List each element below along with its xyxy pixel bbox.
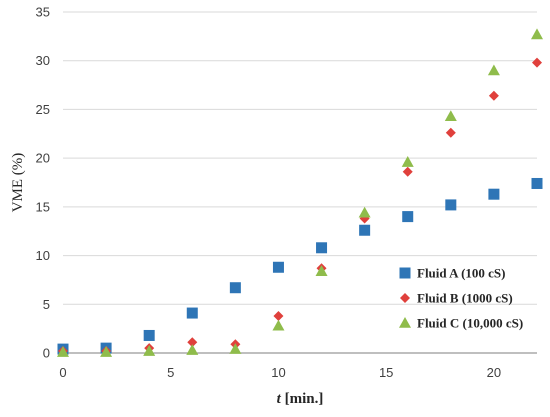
legend-item: Fluid B (1000 cS): [400, 291, 513, 306]
y-tick-label: 30: [36, 53, 50, 68]
series-c: [57, 28, 543, 357]
data-point-square: [316, 242, 328, 254]
y-tick-label: 25: [36, 102, 50, 117]
data-point-triangle: [487, 64, 500, 76]
y-tick-label: 0: [43, 346, 50, 361]
x-tick-label: 20: [487, 365, 501, 380]
x-axis-ticks: 0 5 10 15 20: [59, 365, 501, 380]
legend-marker-square: [399, 267, 411, 279]
x-axis-title: t [min.]: [277, 391, 324, 407]
legend-label: Fluid A (100 cS): [417, 266, 506, 281]
y-tick-label: 15: [36, 199, 50, 214]
legend-marker-diamond: [400, 293, 410, 303]
data-point-diamond: [402, 166, 413, 177]
y-tick-label: 35: [36, 5, 50, 20]
legend-item: Fluid C (10,000 cS): [399, 316, 523, 331]
data-point-triangle: [229, 343, 242, 354]
data-point-triangle: [401, 156, 414, 167]
data-point-diamond: [445, 127, 456, 138]
y-tick-label: 10: [36, 248, 50, 263]
legend-item: Fluid A (100 cS): [399, 266, 506, 281]
y-axis-ticks: 0 5 10 15 20 25 30 35: [36, 5, 50, 361]
data-points: [57, 28, 543, 357]
data-point-square: [488, 188, 500, 200]
data-point-triangle: [100, 346, 113, 357]
y-tick-label: 20: [36, 151, 50, 166]
legend: Fluid A (100 cS) Fluid B (1000 cS) Fluid C…: [399, 266, 523, 331]
data-point-square: [272, 261, 284, 273]
data-point-diamond: [488, 90, 499, 101]
legend-label: Fluid B (1000 cS): [417, 291, 513, 306]
data-point-triangle: [186, 344, 199, 355]
data-point-square: [143, 329, 155, 341]
x-axis-title-variable: t: [277, 391, 282, 407]
gridlines: [63, 11, 537, 305]
x-axis-title-unit: [min.]: [281, 391, 324, 407]
data-point-square: [229, 282, 241, 294]
data-point-diamond: [187, 337, 198, 348]
data-point-square: [359, 224, 371, 236]
data-point-triangle: [531, 28, 543, 40]
data-point-triangle: [358, 206, 371, 218]
data-point-triangle: [315, 265, 328, 276]
data-point-square: [445, 199, 457, 211]
data-point-triangle: [143, 345, 156, 356]
x-tick-label: 10: [271, 365, 285, 380]
legend-label: Fluid C (10,000 cS): [417, 316, 523, 331]
y-axis-title: VME (%): [10, 153, 26, 213]
data-point-square: [402, 211, 414, 223]
legend-marker-triangle: [399, 317, 411, 328]
data-point-triangle: [444, 110, 457, 122]
data-point-square: [186, 307, 198, 319]
x-tick-label: 5: [167, 365, 174, 380]
x-tick-label: 0: [59, 365, 66, 380]
data-point-diamond: [273, 310, 284, 321]
data-point-triangle: [57, 346, 69, 357]
data-point-diamond: [532, 57, 542, 68]
x-tick-label: 15: [379, 365, 393, 380]
data-point-triangle: [272, 319, 285, 331]
data-point-square: [531, 177, 543, 189]
y-tick-label: 5: [43, 297, 50, 312]
